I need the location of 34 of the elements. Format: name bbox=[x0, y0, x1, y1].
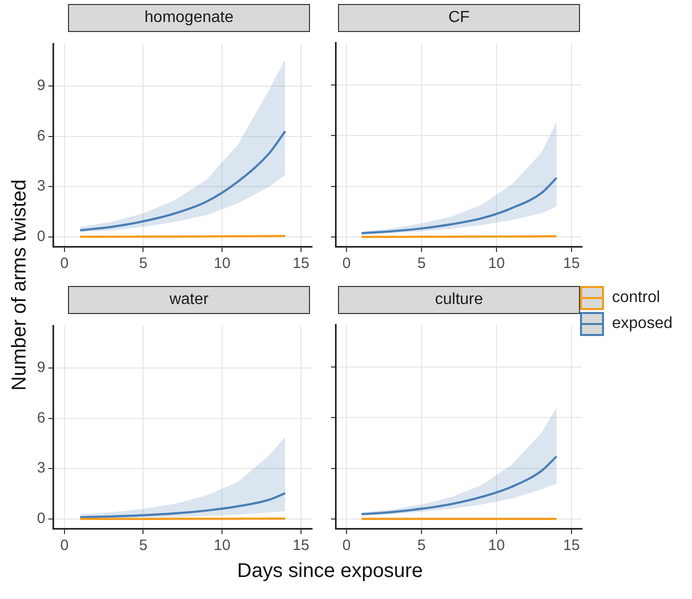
x-tick-label: 15 bbox=[563, 255, 580, 272]
y-tick-label: 9 bbox=[37, 77, 46, 94]
x-axis-title: Days since exposure bbox=[237, 560, 423, 583]
x-tick-label: 5 bbox=[417, 255, 426, 272]
legend-label: control bbox=[612, 289, 660, 307]
x-tick-label: 0 bbox=[342, 537, 351, 554]
x-tick-label: 10 bbox=[488, 537, 505, 554]
y-tick-label: 3 bbox=[37, 178, 46, 195]
x-tick-label: 0 bbox=[60, 537, 69, 554]
line-series bbox=[79, 492, 286, 518]
x-tick-label: 10 bbox=[488, 255, 505, 272]
x-tick-label: 0 bbox=[342, 255, 351, 272]
x-tick-label: 5 bbox=[139, 537, 148, 554]
y-tick-label: 6 bbox=[37, 127, 46, 144]
chart-title: CF bbox=[338, 4, 580, 32]
chart-title: water bbox=[68, 286, 310, 314]
chart-title: homogenate bbox=[68, 4, 310, 32]
y-tick-label: 0 bbox=[37, 228, 46, 246]
x-tick-label: 15 bbox=[292, 537, 310, 554]
x-tick-label: 10 bbox=[214, 255, 230, 272]
legend-label: exposed bbox=[612, 315, 672, 333]
y-axis-title: Number of arms twisted bbox=[8, 179, 32, 391]
x-tick-label: 15 bbox=[563, 537, 580, 554]
x-tick-label: 5 bbox=[139, 255, 148, 272]
chart-title: culture bbox=[338, 286, 580, 314]
y-tick-label: 0 bbox=[37, 510, 46, 528]
x-tick-label: 10 bbox=[214, 537, 230, 554]
x-tick-label: 15 bbox=[292, 255, 310, 272]
y-tick-label: 3 bbox=[37, 460, 46, 477]
x-tick-label: 0 bbox=[60, 255, 69, 272]
y-tick-label: 6 bbox=[37, 409, 46, 426]
y-tick-label: 9 bbox=[37, 359, 46, 376]
line-series bbox=[79, 130, 286, 232]
x-tick-label: 5 bbox=[417, 537, 426, 554]
